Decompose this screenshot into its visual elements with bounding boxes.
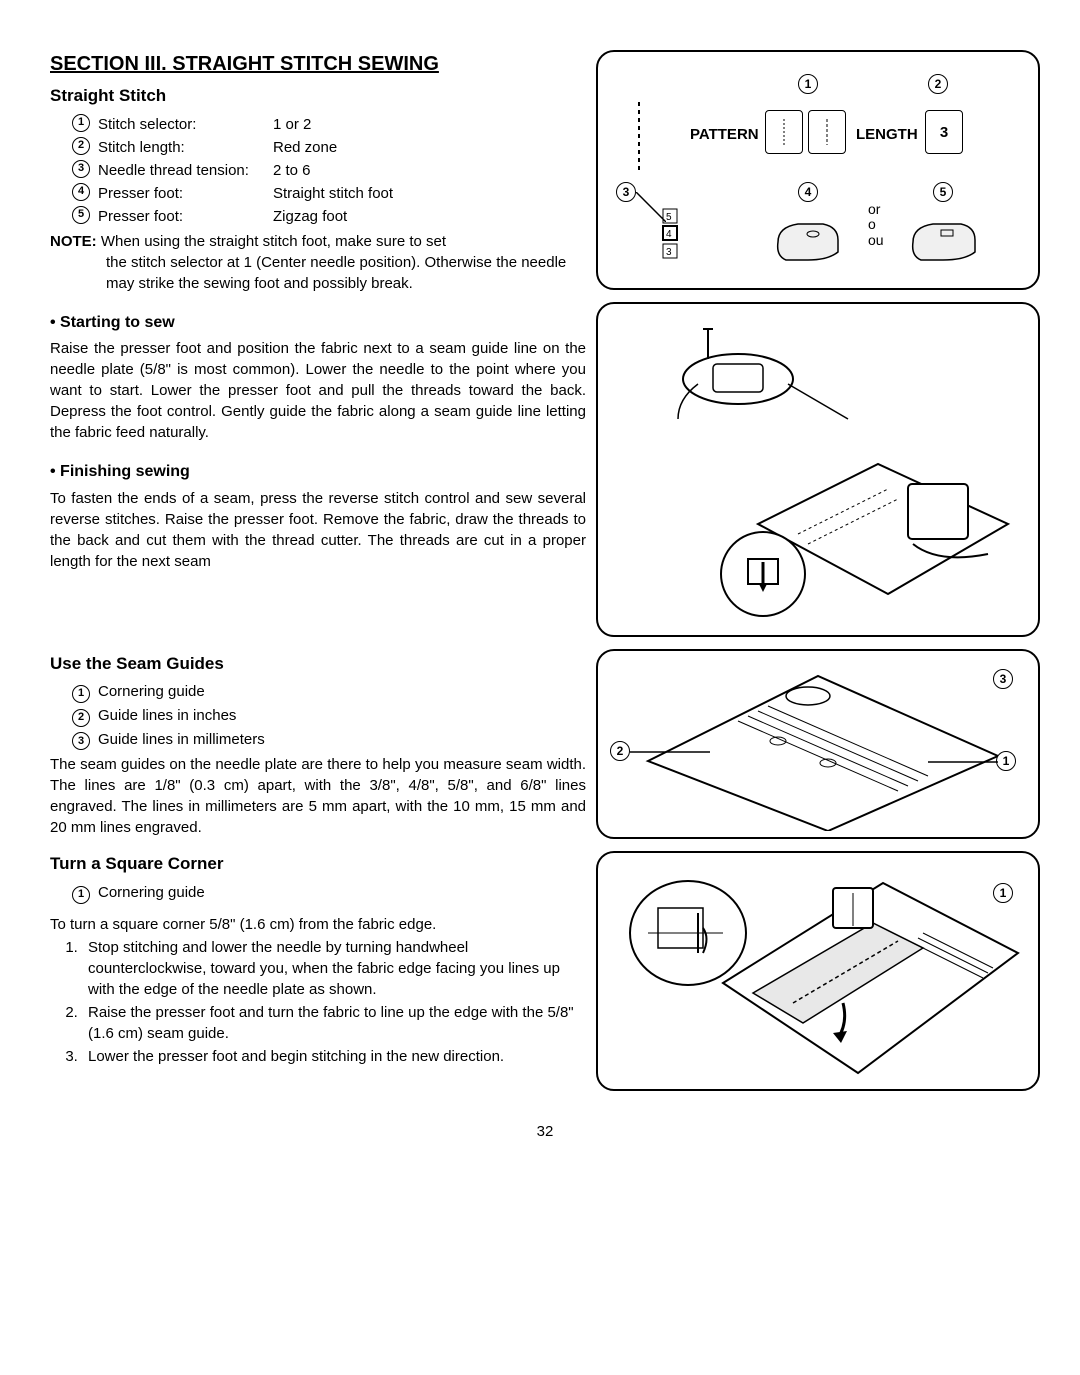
guide-label: Cornering guide xyxy=(98,683,205,700)
square-corner-intro: To turn a square corner 5/8" (1.6 cm) fr… xyxy=(50,914,586,935)
guide-item: 3 Guide lines in millimeters xyxy=(72,729,586,751)
square-corner-list: 1 Cornering guide xyxy=(50,882,586,904)
pattern-box-2 xyxy=(808,110,846,154)
step-item: Lower the presser foot and begin stitchi… xyxy=(82,1046,586,1067)
figure-sewing xyxy=(596,302,1040,637)
setting-item: 1 Stitch selector:1 or 2 xyxy=(72,114,586,135)
guide-item: 1 Cornering guide xyxy=(72,681,586,703)
dashed-line xyxy=(634,102,644,172)
corner-illustration xyxy=(608,863,1028,1083)
number-marker: 3 xyxy=(72,160,90,178)
setting-label: Stitch selector: xyxy=(98,114,273,135)
zigzag-foot-icon xyxy=(903,212,983,267)
setting-value: Straight stitch foot xyxy=(273,183,393,204)
marker-3: 3 xyxy=(993,669,1013,689)
svg-text:4: 4 xyxy=(666,229,672,240)
step-item: Stop stitching and lower the needle by t… xyxy=(82,937,586,1000)
marker-2: 2 xyxy=(610,741,630,761)
straight-stitch-heading: Straight Stitch xyxy=(50,84,586,108)
setting-label: Presser foot: xyxy=(98,183,273,204)
straight-foot-icon xyxy=(768,212,848,267)
number-marker: 3 xyxy=(72,732,90,750)
setting-value: 1 or 2 xyxy=(273,114,311,135)
or-text: or o ou xyxy=(868,202,884,248)
note-body: the stitch selector at 1 (Center needle … xyxy=(50,252,586,294)
marker-2: 2 xyxy=(928,74,948,94)
length-box: 3 xyxy=(925,110,963,154)
figure-controls: 1 2 PATTERN LENGTH 3 3 4 5 5 4 3 xyxy=(596,50,1040,290)
number-marker: 4 xyxy=(72,183,90,201)
setting-item: 2 Stitch length:Red zone xyxy=(72,137,586,158)
setting-value: Red zone xyxy=(273,137,337,158)
guide-item: 2 Guide lines in inches xyxy=(72,705,586,727)
number-marker: 1 xyxy=(72,114,90,132)
figure-square-corner: 1 xyxy=(596,851,1040,1091)
guide-label: Guide lines in inches xyxy=(98,707,236,724)
settings-list: 1 Stitch selector:1 or 2 2 Stitch length:R… xyxy=(50,114,586,227)
setting-value: 2 to 6 xyxy=(273,160,311,181)
seam-guide-illustration xyxy=(608,661,1028,831)
finishing-body: To fasten the ends of a seam, press the … xyxy=(50,488,586,572)
seam-guides-body: The seam guides on the needle plate are … xyxy=(50,754,586,838)
section-title: SECTION III. STRAIGHT STITCH SEWING xyxy=(50,50,586,78)
marker-4: 4 xyxy=(798,182,818,202)
number-marker: 2 xyxy=(72,137,90,155)
setting-item: 3 Needle thread tension:2 to 6 xyxy=(72,160,586,181)
length-label: LENGTH xyxy=(856,124,918,145)
svg-text:5: 5 xyxy=(666,212,672,223)
figure-seam-guides: 2 3 1 xyxy=(596,649,1040,839)
marker-1: 1 xyxy=(996,751,1016,771)
guide-label: Guide lines in millimeters xyxy=(98,731,265,748)
setting-label: Stitch length: xyxy=(98,137,273,158)
svg-text:3: 3 xyxy=(666,247,672,258)
marker-3: 3 xyxy=(616,182,636,202)
guide-item: 1 Cornering guide xyxy=(72,882,586,904)
pattern-box-1 xyxy=(765,110,803,154)
marker-1: 1 xyxy=(798,74,818,94)
setting-label: Needle thread tension: xyxy=(98,160,273,181)
guide-label: Cornering guide xyxy=(98,884,205,901)
starting-body: Raise the presser foot and position the … xyxy=(50,338,586,443)
seam-guides-list: 1Cornering guide 2Guide lines in inches … xyxy=(50,681,586,750)
tension-dial-icon: 5 4 3 xyxy=(658,204,698,274)
setting-item: 4 Presser foot:Straight stitch foot xyxy=(72,183,586,204)
page-number: 32 xyxy=(50,1121,1040,1142)
number-marker: 1 xyxy=(72,886,90,904)
square-corner-heading: Turn a Square Corner xyxy=(50,852,586,876)
pointer-line xyxy=(630,751,710,753)
setting-label: Presser foot: xyxy=(98,206,273,227)
seam-guides-heading: Use the Seam Guides xyxy=(50,652,586,676)
number-marker: 1 xyxy=(72,685,90,703)
note-first-line: When using the straight stitch foot, mak… xyxy=(101,233,446,250)
square-corner-steps: Stop stitching and lower the needle by t… xyxy=(50,937,586,1067)
pattern-label: PATTERN xyxy=(690,124,759,145)
sewing-illustration xyxy=(608,314,1028,629)
note-label: NOTE: xyxy=(50,233,97,250)
step-item: Raise the presser foot and turn the fabr… xyxy=(82,1002,586,1044)
stitch-icon xyxy=(817,117,837,147)
pointer-line xyxy=(928,761,998,763)
setting-value: Zigzag foot xyxy=(273,206,347,227)
marker-1: 1 xyxy=(993,883,1013,903)
note-block: NOTE: When using the straight stitch foo… xyxy=(50,231,586,294)
stitch-icon xyxy=(774,117,794,147)
number-marker: 5 xyxy=(72,206,90,224)
number-marker: 2 xyxy=(72,709,90,727)
finishing-heading: Finishing sewing xyxy=(50,461,586,483)
marker-5: 5 xyxy=(933,182,953,202)
setting-item: 5 Presser foot:Zigzag foot xyxy=(72,206,586,227)
starting-heading: Starting to sew xyxy=(50,312,586,334)
